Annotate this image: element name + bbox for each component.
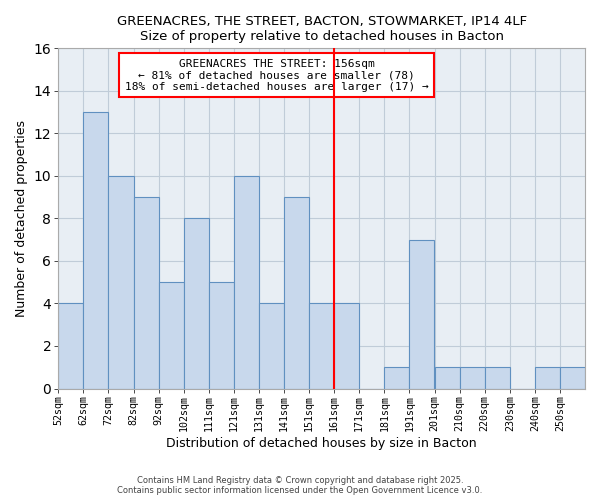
Bar [133, 197, 158, 388]
Bar [158, 282, 184, 389]
Text: GREENACRES THE STREET: 156sqm
← 81% of detached houses are smaller (78)
18% of s: GREENACRES THE STREET: 156sqm ← 81% of d… [125, 58, 429, 92]
Bar [560, 367, 585, 388]
Bar [209, 282, 234, 389]
Bar [184, 218, 209, 388]
X-axis label: Distribution of detached houses by size in Bacton: Distribution of detached houses by size … [166, 437, 477, 450]
Bar [259, 304, 284, 388]
Bar [109, 176, 133, 388]
Bar [460, 367, 485, 388]
Y-axis label: Number of detached properties: Number of detached properties [15, 120, 28, 317]
Bar [385, 367, 409, 388]
Bar [309, 304, 334, 388]
Bar [284, 197, 309, 388]
Bar [535, 367, 560, 388]
Bar [485, 367, 510, 388]
Text: Contains HM Land Registry data © Crown copyright and database right 2025.
Contai: Contains HM Land Registry data © Crown c… [118, 476, 482, 495]
Bar [409, 240, 434, 388]
Bar [434, 367, 460, 388]
Bar [58, 304, 83, 388]
Bar [334, 304, 359, 388]
Bar [83, 112, 109, 388]
Bar [234, 176, 259, 388]
Title: GREENACRES, THE STREET, BACTON, STOWMARKET, IP14 4LF
Size of property relative t: GREENACRES, THE STREET, BACTON, STOWMARK… [116, 15, 527, 43]
